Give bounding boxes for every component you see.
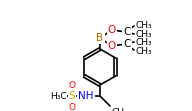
Text: CH₃: CH₃ [112, 108, 129, 111]
Text: CH₃: CH₃ [135, 38, 152, 47]
Text: O: O [108, 41, 116, 51]
Text: C: C [123, 27, 131, 37]
Text: C: C [123, 39, 131, 49]
Text: NH: NH [78, 91, 94, 101]
Text: O: O [69, 102, 75, 111]
Text: CH₃: CH₃ [135, 30, 152, 39]
Text: O: O [108, 25, 116, 35]
Text: CH₃: CH₃ [135, 21, 152, 30]
Text: O: O [69, 80, 75, 89]
Text: S: S [69, 91, 75, 101]
Text: CH₃: CH₃ [135, 47, 152, 56]
Text: B: B [96, 33, 103, 43]
Text: H₃C: H₃C [50, 91, 66, 100]
